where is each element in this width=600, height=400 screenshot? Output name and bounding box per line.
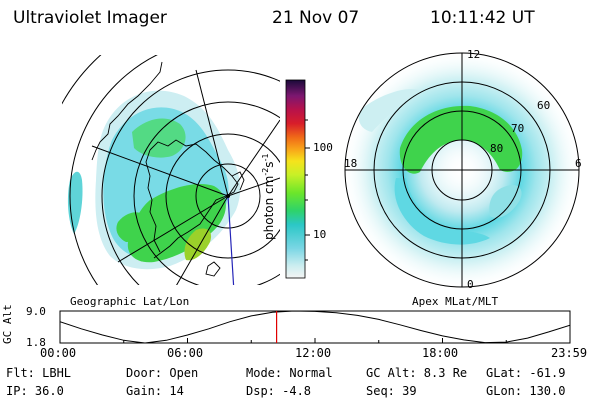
status-filter: Flt: LBHL — [6, 366, 72, 380]
gc-alt-xtick-2359: 23:59 — [551, 346, 588, 360]
gc-alt-xtick-0000: 00:00 — [40, 346, 77, 360]
instrument-title: Ultraviolet Imager — [13, 8, 167, 28]
geographic-map — [62, 55, 280, 285]
status-door: Door: Open — [126, 366, 199, 380]
gc-alt-yticks — [60, 310, 64, 344]
colorbar-gradient — [285, 79, 306, 279]
colorbar — [285, 79, 310, 279]
colorbar-label-10: 10 — [313, 228, 327, 241]
mlt-label-12: 12 — [467, 48, 481, 61]
status-ip: IP: 36.0 — [6, 384, 64, 398]
lat-label-60: 60 — [537, 99, 551, 112]
status-glon: GLon: 130.0 — [486, 384, 566, 398]
gc-alt-xtick-1800: 18:00 — [422, 346, 459, 360]
mlt-label-0: 0 — [467, 278, 474, 291]
geo-coastline — [91, 61, 245, 277]
status-seq: Seq: 39 — [366, 384, 417, 398]
polar-map — [344, 52, 580, 288]
gc-alt-ylabel: GC Alt — [1, 304, 14, 344]
polar-grid — [344, 52, 580, 288]
gc-alt-panel — [59, 310, 571, 344]
gc-alt-xticks — [59, 338, 571, 343]
mlt-label-18: 18 — [344, 157, 358, 170]
date-label: 21 Nov 07 — [272, 8, 360, 28]
geo-map-label: Geographic Lat/Lon — [70, 295, 190, 308]
geo-latitude-grid — [62, 55, 280, 285]
gc-alt-ytick-max: 9.0 — [26, 305, 46, 318]
colorbar-label-100: 100 — [313, 141, 333, 154]
polar-map-label: Apex MLat/MLT — [412, 295, 499, 308]
geo-magnetic-meridian — [227, 195, 235, 285]
gc-alt-ytick-min: 1.8 — [26, 336, 46, 349]
geo-aurora — [67, 90, 241, 270]
colorbar-units-label: photon cm-2s-1 — [261, 153, 276, 240]
status-gc-alt: GC Alt: 8.3 Re — [366, 366, 468, 380]
gc-alt-series-line — [60, 311, 570, 343]
time-label: 10:11:42 UT — [430, 8, 535, 28]
gc-alt-xtick-1200: 12:00 — [295, 346, 332, 360]
gc-alt-xtick-0600: 06:00 — [167, 346, 204, 360]
gc-alt-frame — [59, 310, 571, 344]
status-mode: Mode: Normal — [246, 366, 333, 380]
status-gain: Gain: 14 — [126, 384, 184, 398]
lat-label-70: 70 — [511, 122, 525, 135]
geo-pole-marker — [226, 194, 230, 198]
mlt-label-6: 6 — [575, 157, 582, 170]
geo-meridian-grid — [91, 69, 280, 285]
status-glat: GLat: -61.9 — [486, 366, 566, 380]
lat-label-80: 80 — [490, 142, 504, 155]
status-dsp: Dsp: -4.8 — [246, 384, 312, 398]
